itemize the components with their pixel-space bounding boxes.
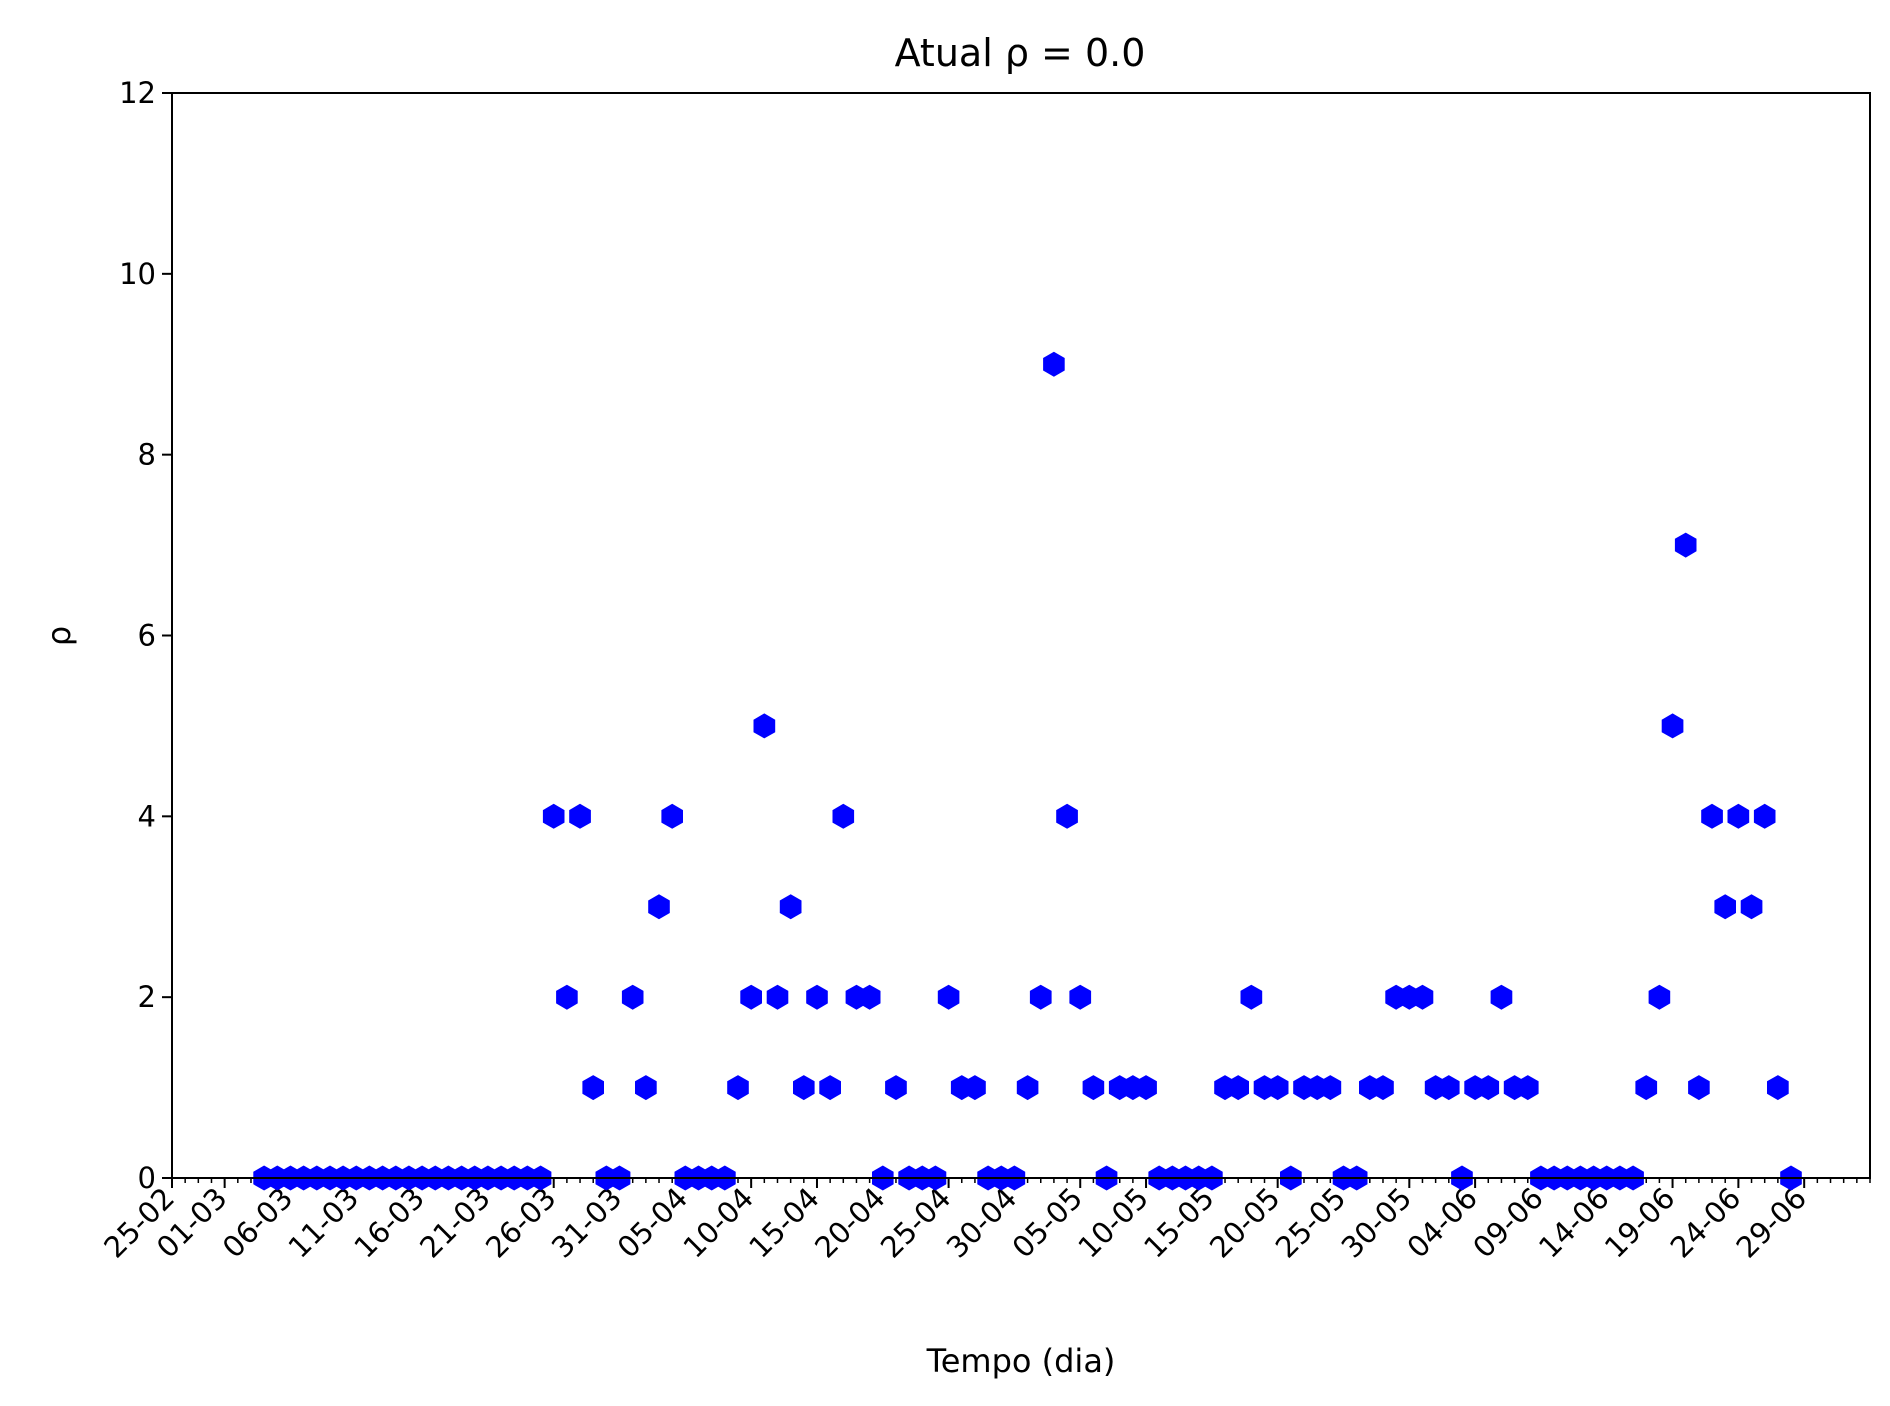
data-point [1240, 984, 1263, 1010]
data-point [1727, 803, 1750, 829]
data-point [819, 1075, 841, 1101]
data-point [661, 803, 683, 829]
data-point [635, 1075, 657, 1101]
data-point [1438, 1075, 1460, 1101]
data-point [621, 984, 644, 1010]
data-point [1648, 984, 1671, 1010]
data-point [1266, 1075, 1289, 1101]
data-point [542, 803, 565, 829]
data-point [779, 894, 802, 920]
data-point [1688, 1075, 1710, 1101]
data-point [556, 984, 578, 1010]
y-tick-label: 6 [138, 619, 156, 653]
data-point [1477, 1075, 1500, 1101]
data-point [1135, 1075, 1157, 1101]
data-point [582, 1075, 604, 1101]
data-point [1043, 351, 1065, 377]
data-point [1701, 803, 1723, 829]
chart-title: Atual ρ = 0.0 [895, 31, 1146, 75]
data-point [1516, 1075, 1539, 1101]
data-point [766, 984, 789, 1010]
data-point [1016, 1075, 1039, 1101]
data-point [937, 984, 960, 1010]
y-tick-label: 0 [138, 1161, 156, 1195]
data-point [1635, 1075, 1658, 1101]
y-axis: 0 2 4 6 8 10 12 [119, 76, 172, 1195]
data-point [753, 713, 776, 739]
data-point [1029, 984, 1052, 1010]
data-point [1740, 894, 1763, 920]
plot-area-frame [171, 92, 1871, 1179]
data-point [1661, 713, 1684, 739]
data-point [1753, 803, 1776, 829]
data-point [1674, 532, 1697, 558]
data-points [253, 351, 1802, 1191]
data-point [569, 803, 591, 829]
data-point [1227, 1075, 1249, 1101]
data-point [1490, 984, 1513, 1010]
data-point [1411, 984, 1434, 1010]
data-point [1082, 1075, 1105, 1101]
data-point [727, 1075, 749, 1101]
y-tick-label: 12 [119, 76, 156, 110]
data-point [1767, 1075, 1789, 1101]
data-point [964, 1075, 986, 1101]
data-point [858, 984, 881, 1010]
data-point [1714, 894, 1736, 920]
data-point [793, 1075, 815, 1101]
data-point [1056, 803, 1078, 829]
data-point [1372, 1075, 1394, 1101]
data-point [885, 1075, 907, 1101]
data-point [1069, 984, 1092, 1010]
data-point [1319, 1075, 1342, 1101]
data-point [806, 984, 828, 1010]
y-tick-label: 10 [119, 257, 156, 291]
y-axis-label: ρ [40, 626, 78, 646]
x-axis-label: Tempo (dia) [926, 1342, 1116, 1380]
data-point [832, 803, 855, 829]
y-tick-label: 2 [138, 980, 156, 1014]
data-point [740, 984, 762, 1010]
y-tick-label: 8 [138, 438, 156, 472]
y-tick-label: 4 [138, 799, 156, 833]
data-point [648, 894, 670, 920]
